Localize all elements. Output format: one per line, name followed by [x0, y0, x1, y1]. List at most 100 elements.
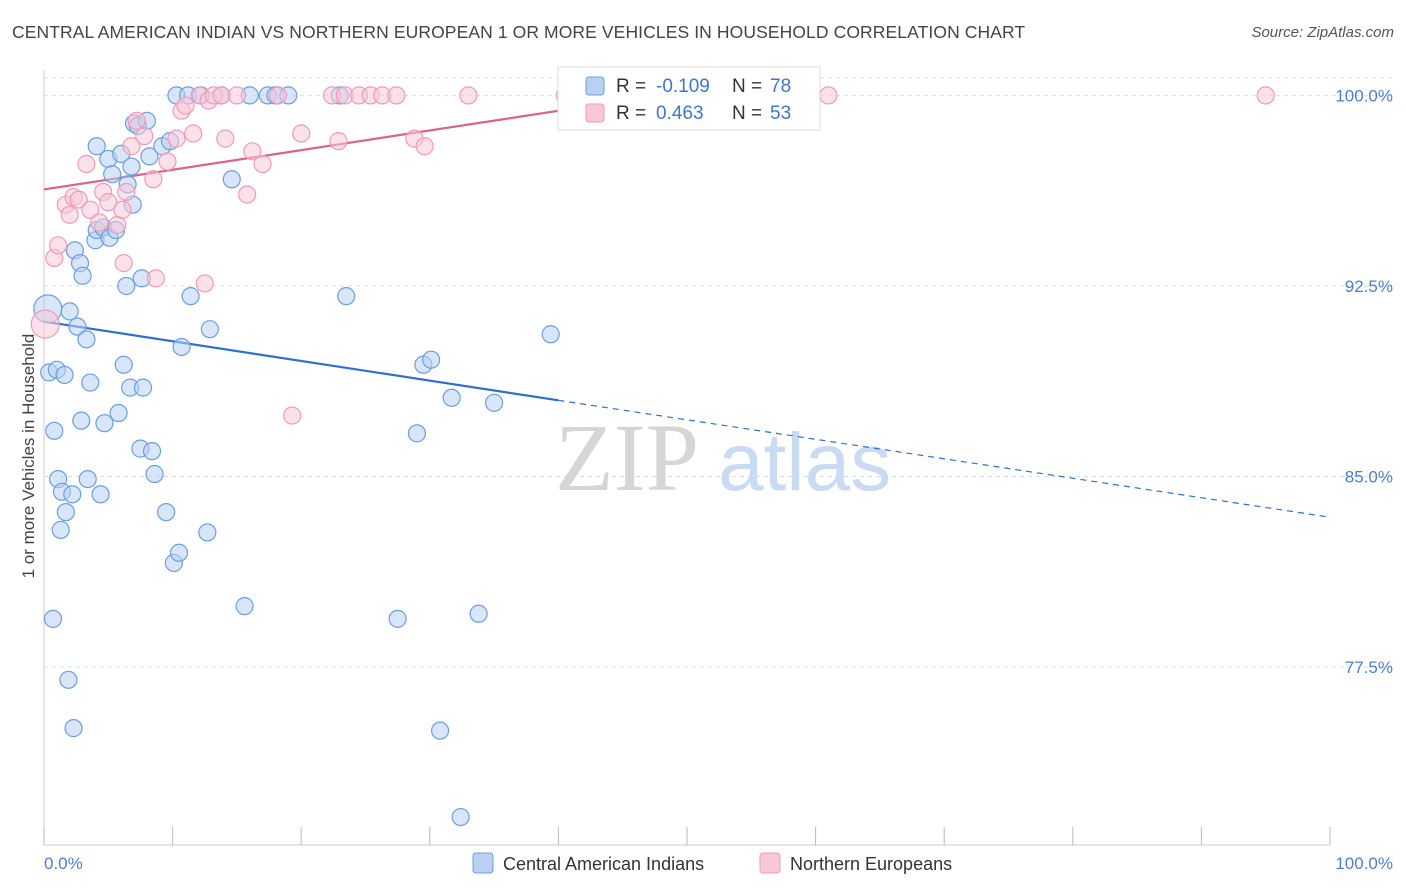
point-central-american-indians — [43, 609, 63, 628]
point-northern-europeans — [146, 269, 165, 288]
point-central-american-indians — [407, 424, 427, 443]
trend-line-blue — [43, 320, 559, 402]
point-central-american-indians — [421, 350, 441, 369]
point-central-american-indians — [77, 330, 96, 349]
point-northern-europeans — [176, 96, 195, 115]
point-northern-europeans — [227, 86, 246, 105]
point-central-american-indians — [142, 442, 162, 461]
x-tick-label-max: 100.0% — [1335, 854, 1393, 873]
point-central-american-indians — [72, 411, 91, 430]
point-central-american-indians — [91, 485, 110, 504]
point-northern-europeans — [69, 190, 88, 209]
point-central-american-indians — [430, 721, 450, 740]
point-central-american-indians — [78, 469, 97, 489]
point-northern-europeans — [238, 185, 257, 204]
point-central-american-indians — [469, 604, 488, 623]
point-northern-europeans — [329, 132, 348, 151]
trend-line-blue-extension — [558, 399, 1331, 518]
point-northern-europeans — [30, 309, 60, 339]
gridlines — [44, 77, 1393, 668]
series-legend-swatch-pink — [759, 852, 781, 874]
point-northern-europeans — [81, 200, 100, 219]
point-northern-europeans — [459, 86, 478, 105]
point-central-american-indians — [235, 597, 254, 616]
point-central-american-indians — [63, 485, 82, 504]
legend-r-value-pink: 0.463 — [656, 103, 704, 124]
y-tick-label: 77.5% — [1345, 658, 1393, 677]
point-central-american-indians — [133, 378, 153, 397]
point-northern-europeans — [127, 111, 146, 130]
legend-n-value-pink: 53 — [770, 103, 791, 124]
point-central-american-indians — [114, 355, 133, 374]
point-central-american-indians — [64, 719, 83, 738]
point-central-american-indians — [485, 393, 504, 412]
point-northern-europeans — [268, 86, 288, 105]
y-tick-label: 85.0% — [1345, 468, 1393, 487]
point-central-american-indians — [140, 147, 159, 166]
point-central-american-indians — [442, 388, 461, 407]
y-tick-label: 92.5% — [1345, 277, 1393, 296]
point-central-american-indians — [109, 403, 128, 423]
point-northern-europeans — [113, 200, 132, 219]
point-northern-europeans — [292, 124, 311, 143]
source-label: Source: ZipAtlas.com — [1251, 24, 1394, 41]
point-central-american-indians — [45, 421, 64, 440]
series-legend: Central American Indians Northern Europe… — [472, 852, 952, 874]
point-central-american-indians — [51, 520, 70, 540]
y-axis-label: 1 or more Vehicles in Household — [19, 334, 38, 579]
legend-n-label-pink: N = — [732, 103, 762, 124]
series-legend-label-blue: Central American Indians — [503, 854, 704, 874]
point-central-american-indians — [388, 609, 407, 628]
point-northern-europeans — [135, 126, 154, 146]
stats-legend: R = -0.109 N = 78 R = 0.463 N = 53 — [557, 66, 821, 131]
legend-r-label-pink: R = — [616, 103, 646, 124]
point-central-american-indians — [337, 287, 356, 306]
point-northern-europeans — [216, 129, 235, 148]
point-central-american-indians — [60, 302, 79, 321]
point-northern-europeans — [283, 406, 302, 425]
watermark: ZIP atlas — [555, 404, 891, 511]
point-central-american-indians — [541, 325, 560, 344]
point-northern-europeans — [243, 142, 262, 161]
point-central-american-indians — [172, 337, 191, 357]
point-central-american-indians — [117, 276, 136, 296]
legend-n-value-blue: 78 — [770, 76, 791, 97]
point-central-american-indians — [451, 807, 470, 827]
point-northern-europeans — [90, 213, 109, 232]
tick-labels: 77.5% 85.0% 92.5% 100.0% 0.0% 100.0% — [44, 86, 1393, 873]
legend-swatch-pink — [585, 103, 605, 123]
point-central-american-indians — [55, 365, 74, 385]
point-northern-europeans — [167, 129, 186, 148]
point-northern-europeans — [195, 274, 214, 293]
legend-r-value-blue: -0.109 — [656, 76, 710, 97]
point-central-american-indians — [87, 137, 106, 156]
point-central-american-indians — [73, 266, 92, 285]
chart-title: CENTRAL AMERICAN INDIAN VS NORTHERN EURO… — [12, 22, 1026, 42]
point-northern-europeans — [387, 86, 406, 105]
point-northern-europeans — [117, 182, 136, 202]
point-central-american-indians — [81, 373, 100, 392]
point-northern-europeans — [415, 137, 434, 156]
x-tick-label-min: 0.0% — [44, 854, 83, 873]
series-legend-swatch-blue — [472, 852, 494, 874]
series-legend-label-pink: Northern Europeans — [790, 854, 952, 874]
point-central-american-indians — [68, 317, 87, 336]
point-northern-europeans — [184, 124, 203, 143]
point-central-american-indians — [198, 523, 217, 542]
point-northern-europeans — [99, 193, 118, 212]
legend-n-label-blue: N = — [732, 76, 762, 97]
series-northern-europeans — [30, 86, 1275, 425]
point-central-american-indians — [122, 157, 141, 176]
point-northern-europeans — [77, 154, 96, 174]
point-northern-europeans — [253, 154, 272, 174]
point-northern-europeans — [1256, 86, 1275, 105]
point-northern-europeans — [144, 170, 163, 189]
point-central-american-indians — [145, 464, 164, 484]
point-central-american-indians — [95, 414, 114, 433]
legend-swatch-blue — [585, 76, 605, 96]
axes — [43, 70, 1331, 846]
point-northern-europeans — [108, 215, 127, 235]
point-central-american-indians — [103, 165, 122, 184]
point-northern-europeans — [819, 86, 838, 105]
